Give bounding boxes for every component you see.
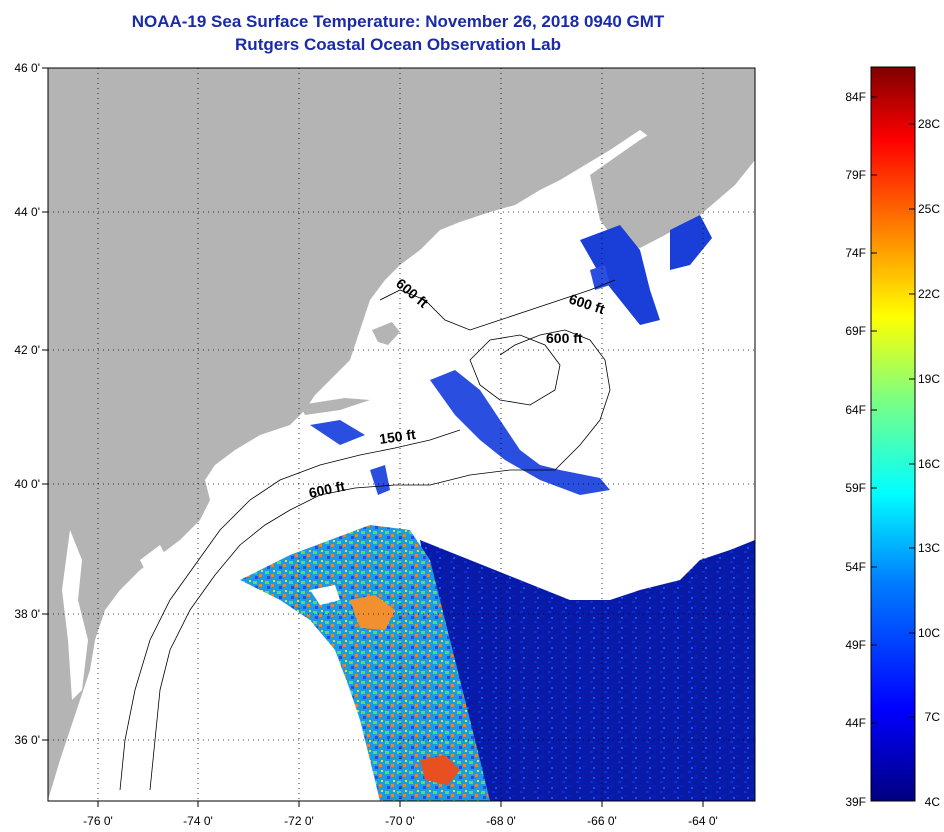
lon-label-66: -66 0' bbox=[587, 814, 617, 828]
grid-lines bbox=[48, 68, 755, 801]
sst-warm-hotspot-2 bbox=[420, 755, 460, 785]
colorbar-f-label: 74F bbox=[845, 246, 866, 260]
contour-label-5: 600 ft bbox=[307, 478, 346, 501]
colorbar: 84F 79F 74F 69F 64F 59F 54F 49F 44F 39F … bbox=[845, 66, 941, 809]
colorbar-f-label: 54F bbox=[845, 560, 866, 574]
sst-offshore-cold bbox=[420, 540, 755, 801]
lat-label-36: 36 0' bbox=[14, 733, 40, 747]
contour-label-3: 600 ft bbox=[546, 330, 583, 346]
lat-label-44: 44 0' bbox=[14, 205, 40, 219]
colorbar-gradient bbox=[870, 66, 916, 802]
contour-600ft-shelf bbox=[149, 329, 611, 791]
lon-label-68: -68 0' bbox=[486, 814, 516, 828]
sst-small-patch-1 bbox=[370, 465, 390, 495]
lat-label-38: 38 0' bbox=[14, 607, 40, 621]
map-frame bbox=[47, 67, 756, 802]
colorbar-f-label: 59F bbox=[845, 481, 866, 495]
lon-label-70: -70 0' bbox=[385, 814, 415, 828]
colorbar-c-label: 10C bbox=[918, 626, 940, 640]
delaware-bay bbox=[140, 545, 168, 580]
colorbar-c-label: 22C bbox=[918, 287, 940, 301]
colorbar-f-label: 39F bbox=[845, 795, 866, 809]
tick-marks bbox=[42, 67, 704, 807]
land-mainland bbox=[48, 68, 755, 800]
colorbar-f-label: 84F bbox=[845, 90, 866, 104]
colorbar-c-label: 28C bbox=[918, 117, 940, 131]
colorbar-c-label: 19C bbox=[918, 372, 940, 386]
colorbar-c-label: 25C bbox=[918, 202, 940, 216]
sst-scotian-shelf bbox=[580, 225, 660, 325]
colorbar-f-label: 49F bbox=[845, 638, 866, 652]
colorbar-f-label: 44F bbox=[845, 716, 866, 730]
sst-warm-hotspot bbox=[350, 595, 395, 630]
lat-label-40: 40 0' bbox=[14, 477, 40, 491]
colorbar-f-label: 69F bbox=[845, 324, 866, 338]
map-title: NOAA-19 Sea Surface Temperature: Novembe… bbox=[132, 12, 665, 31]
lat-label-46: 46 0' bbox=[14, 61, 40, 75]
lon-label-64: -64 0' bbox=[688, 814, 718, 828]
contour-150ft bbox=[119, 429, 461, 791]
sst-georges-bank bbox=[430, 370, 610, 495]
land-nova-scotia bbox=[590, 108, 755, 248]
contour-label-4: 150 ft bbox=[378, 426, 417, 447]
lon-label-76: -76 0' bbox=[83, 814, 113, 828]
sst-gulf-stream-warm bbox=[240, 525, 490, 801]
colorbar-f-label: 64F bbox=[845, 403, 866, 417]
colorbar-c-label: 13C bbox=[918, 541, 940, 555]
lat-label-42: 42 0' bbox=[14, 343, 40, 357]
lon-label-72: -72 0' bbox=[284, 814, 314, 828]
colorbar-ticks bbox=[871, 96, 915, 724]
sst-bay-of-fundy-patch bbox=[670, 215, 712, 270]
contour-georges-basin bbox=[469, 334, 561, 406]
chesapeake-bay bbox=[62, 530, 88, 700]
map-panel: 600 ft 600 ft 600 ft 150 ft 600 ft 46 0'… bbox=[14, 61, 756, 828]
colorbar-c-label: 16C bbox=[918, 457, 940, 471]
contour-gulf-of-maine bbox=[379, 279, 616, 331]
land-cape-cod bbox=[372, 322, 400, 345]
map-subtitle: Rutgers Coastal Ocean Observation Lab bbox=[235, 35, 561, 54]
sst-southern-new-england bbox=[310, 420, 365, 445]
lon-label-74: -74 0' bbox=[183, 814, 213, 828]
land-long-island bbox=[300, 398, 370, 415]
colorbar-c-label: 4C bbox=[925, 795, 941, 809]
colorbar-c-label: 7C bbox=[925, 710, 941, 724]
sst-cloud-gap bbox=[310, 585, 340, 605]
colorbar-f-label: 79F bbox=[845, 168, 866, 182]
